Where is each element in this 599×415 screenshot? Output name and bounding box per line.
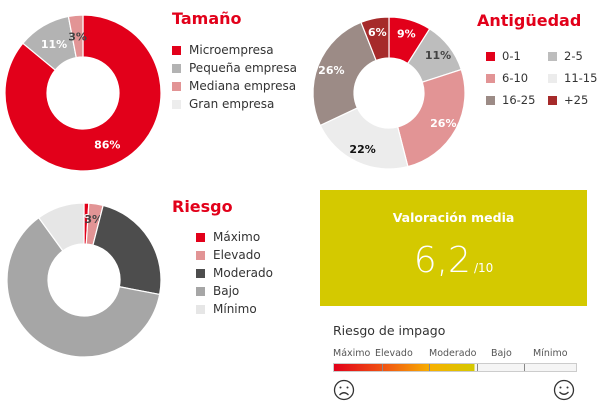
legend-label: Gran empresa: [189, 97, 275, 111]
legend-item: Elevado: [196, 246, 273, 264]
legend-swatch: [196, 268, 205, 278]
antiguedad-donut-chart: 9% 11% 26% 22% 26% 6%: [312, 16, 466, 170]
tamano-donut-chart: 86% 11%3%: [4, 14, 162, 172]
legend-item: 6-10: [486, 71, 548, 85]
risk-scale-title: Riesgo de impago: [333, 323, 446, 338]
riesgo-title: Riesgo: [172, 197, 233, 216]
legend-item: 16-25: [486, 93, 548, 107]
legend-swatch: [172, 99, 181, 109]
donut-slice: [37, 202, 85, 252]
score-panel: Valoración media 6,2/10: [320, 190, 587, 306]
legend-label: Mediana empresa: [189, 79, 297, 93]
legend-swatch: [196, 304, 205, 314]
antiguedad-legend: 0-1 2-5 6-10 11-15 16-25 +25: [486, 49, 599, 107]
risk-scale-label: Moderado: [429, 348, 477, 359]
legend-swatch: [196, 286, 205, 296]
donut-slice: [67, 14, 84, 59]
donut-slice-label: 26%: [430, 117, 456, 130]
happy-face-icon: [553, 379, 575, 401]
legend-label: Mínimo: [213, 302, 257, 316]
antiguedad-title: Antigüedad: [477, 11, 582, 30]
score-value: 6,2: [413, 240, 471, 281]
score-display: 6,2/10: [320, 240, 587, 281]
donut-slice-label: 11%: [41, 38, 67, 51]
donut-slice-label: 26%: [318, 64, 344, 77]
legend-item: +25: [548, 93, 599, 107]
riesgo-legend: Máximo Elevado Moderado Bajo Mínimo: [196, 228, 273, 318]
legend-swatch: [548, 51, 557, 61]
sad-face-icon: [333, 379, 355, 401]
legend-item: Moderado: [196, 264, 273, 282]
legend-label: Pequeña empresa: [189, 61, 297, 75]
legend-label: 11-15: [564, 71, 598, 85]
legend-swatch: [196, 250, 205, 260]
legend-swatch: [548, 73, 557, 83]
risk-scale-label: Elevado: [375, 348, 413, 359]
donut-slice: [319, 107, 409, 170]
legend-item: Microempresa: [172, 41, 297, 59]
donut-slice-label: 6%: [368, 26, 387, 39]
donut-slice: [360, 16, 390, 62]
legend-item: 0-1: [486, 49, 548, 63]
risk-scale-label: Mínimo: [533, 348, 568, 359]
legend-swatch: [486, 73, 495, 83]
riesgo-donut-chart: 1%3%: [6, 202, 162, 358]
donut-slice-label: 86%: [94, 139, 120, 152]
legend-swatch: [486, 95, 495, 105]
legend-swatch: [172, 63, 181, 73]
risk-scale-bar: [333, 363, 577, 372]
legend-swatch: [548, 95, 557, 105]
legend-label: 0-1: [502, 49, 521, 63]
legend-label: Elevado: [213, 248, 261, 262]
risk-scale-labels: Máximo Elevado Moderado Bajo Mínimo: [333, 348, 577, 360]
donut-slice-label: 11%: [425, 49, 451, 62]
legend-item: 11-15: [548, 71, 599, 85]
legend-item: Pequeña empresa: [172, 59, 297, 77]
legend-item: Gran empresa: [172, 95, 297, 113]
donut-slice: [312, 21, 377, 127]
tamano-title: Tamaño: [172, 9, 242, 28]
legend-label: 2-5: [564, 49, 583, 63]
score-scale: /10: [473, 261, 494, 275]
score-title: Valoración media: [392, 210, 515, 225]
legend-item: 2-5: [548, 49, 599, 63]
legend-label: Máximo: [213, 230, 261, 244]
legend-label: Bajo: [213, 284, 240, 298]
legend-label: +25: [564, 93, 589, 107]
legend-item: Mínimo: [196, 300, 273, 318]
legend-label: 16-25: [502, 93, 536, 107]
legend-label: 6-10: [502, 71, 529, 85]
donut-slice: [92, 204, 162, 296]
donut-slice-label: 3%: [68, 30, 87, 43]
legend-swatch: [196, 232, 205, 242]
tamano-legend: Microempresa Pequeña empresa Mediana empre…: [172, 41, 297, 113]
legend-item: Mediana empresa: [172, 77, 297, 95]
donut-slice: [6, 216, 161, 358]
legend-item: Bajo: [196, 282, 273, 300]
donut-slice-label: 22%: [349, 143, 375, 156]
legend-swatch: [172, 81, 181, 91]
donut-slice-label: 9%: [397, 27, 416, 40]
risk-scale-label: Máximo: [333, 348, 371, 359]
donut-slice: [4, 14, 162, 172]
donut-slice: [396, 68, 466, 168]
legend-swatch: [172, 45, 181, 55]
legend-label: Microempresa: [189, 43, 274, 57]
legend-label: Moderado: [213, 266, 273, 280]
legend-swatch: [486, 51, 495, 61]
legend-item: Máximo: [196, 228, 273, 246]
risk-scale-label: Bajo: [491, 348, 512, 359]
